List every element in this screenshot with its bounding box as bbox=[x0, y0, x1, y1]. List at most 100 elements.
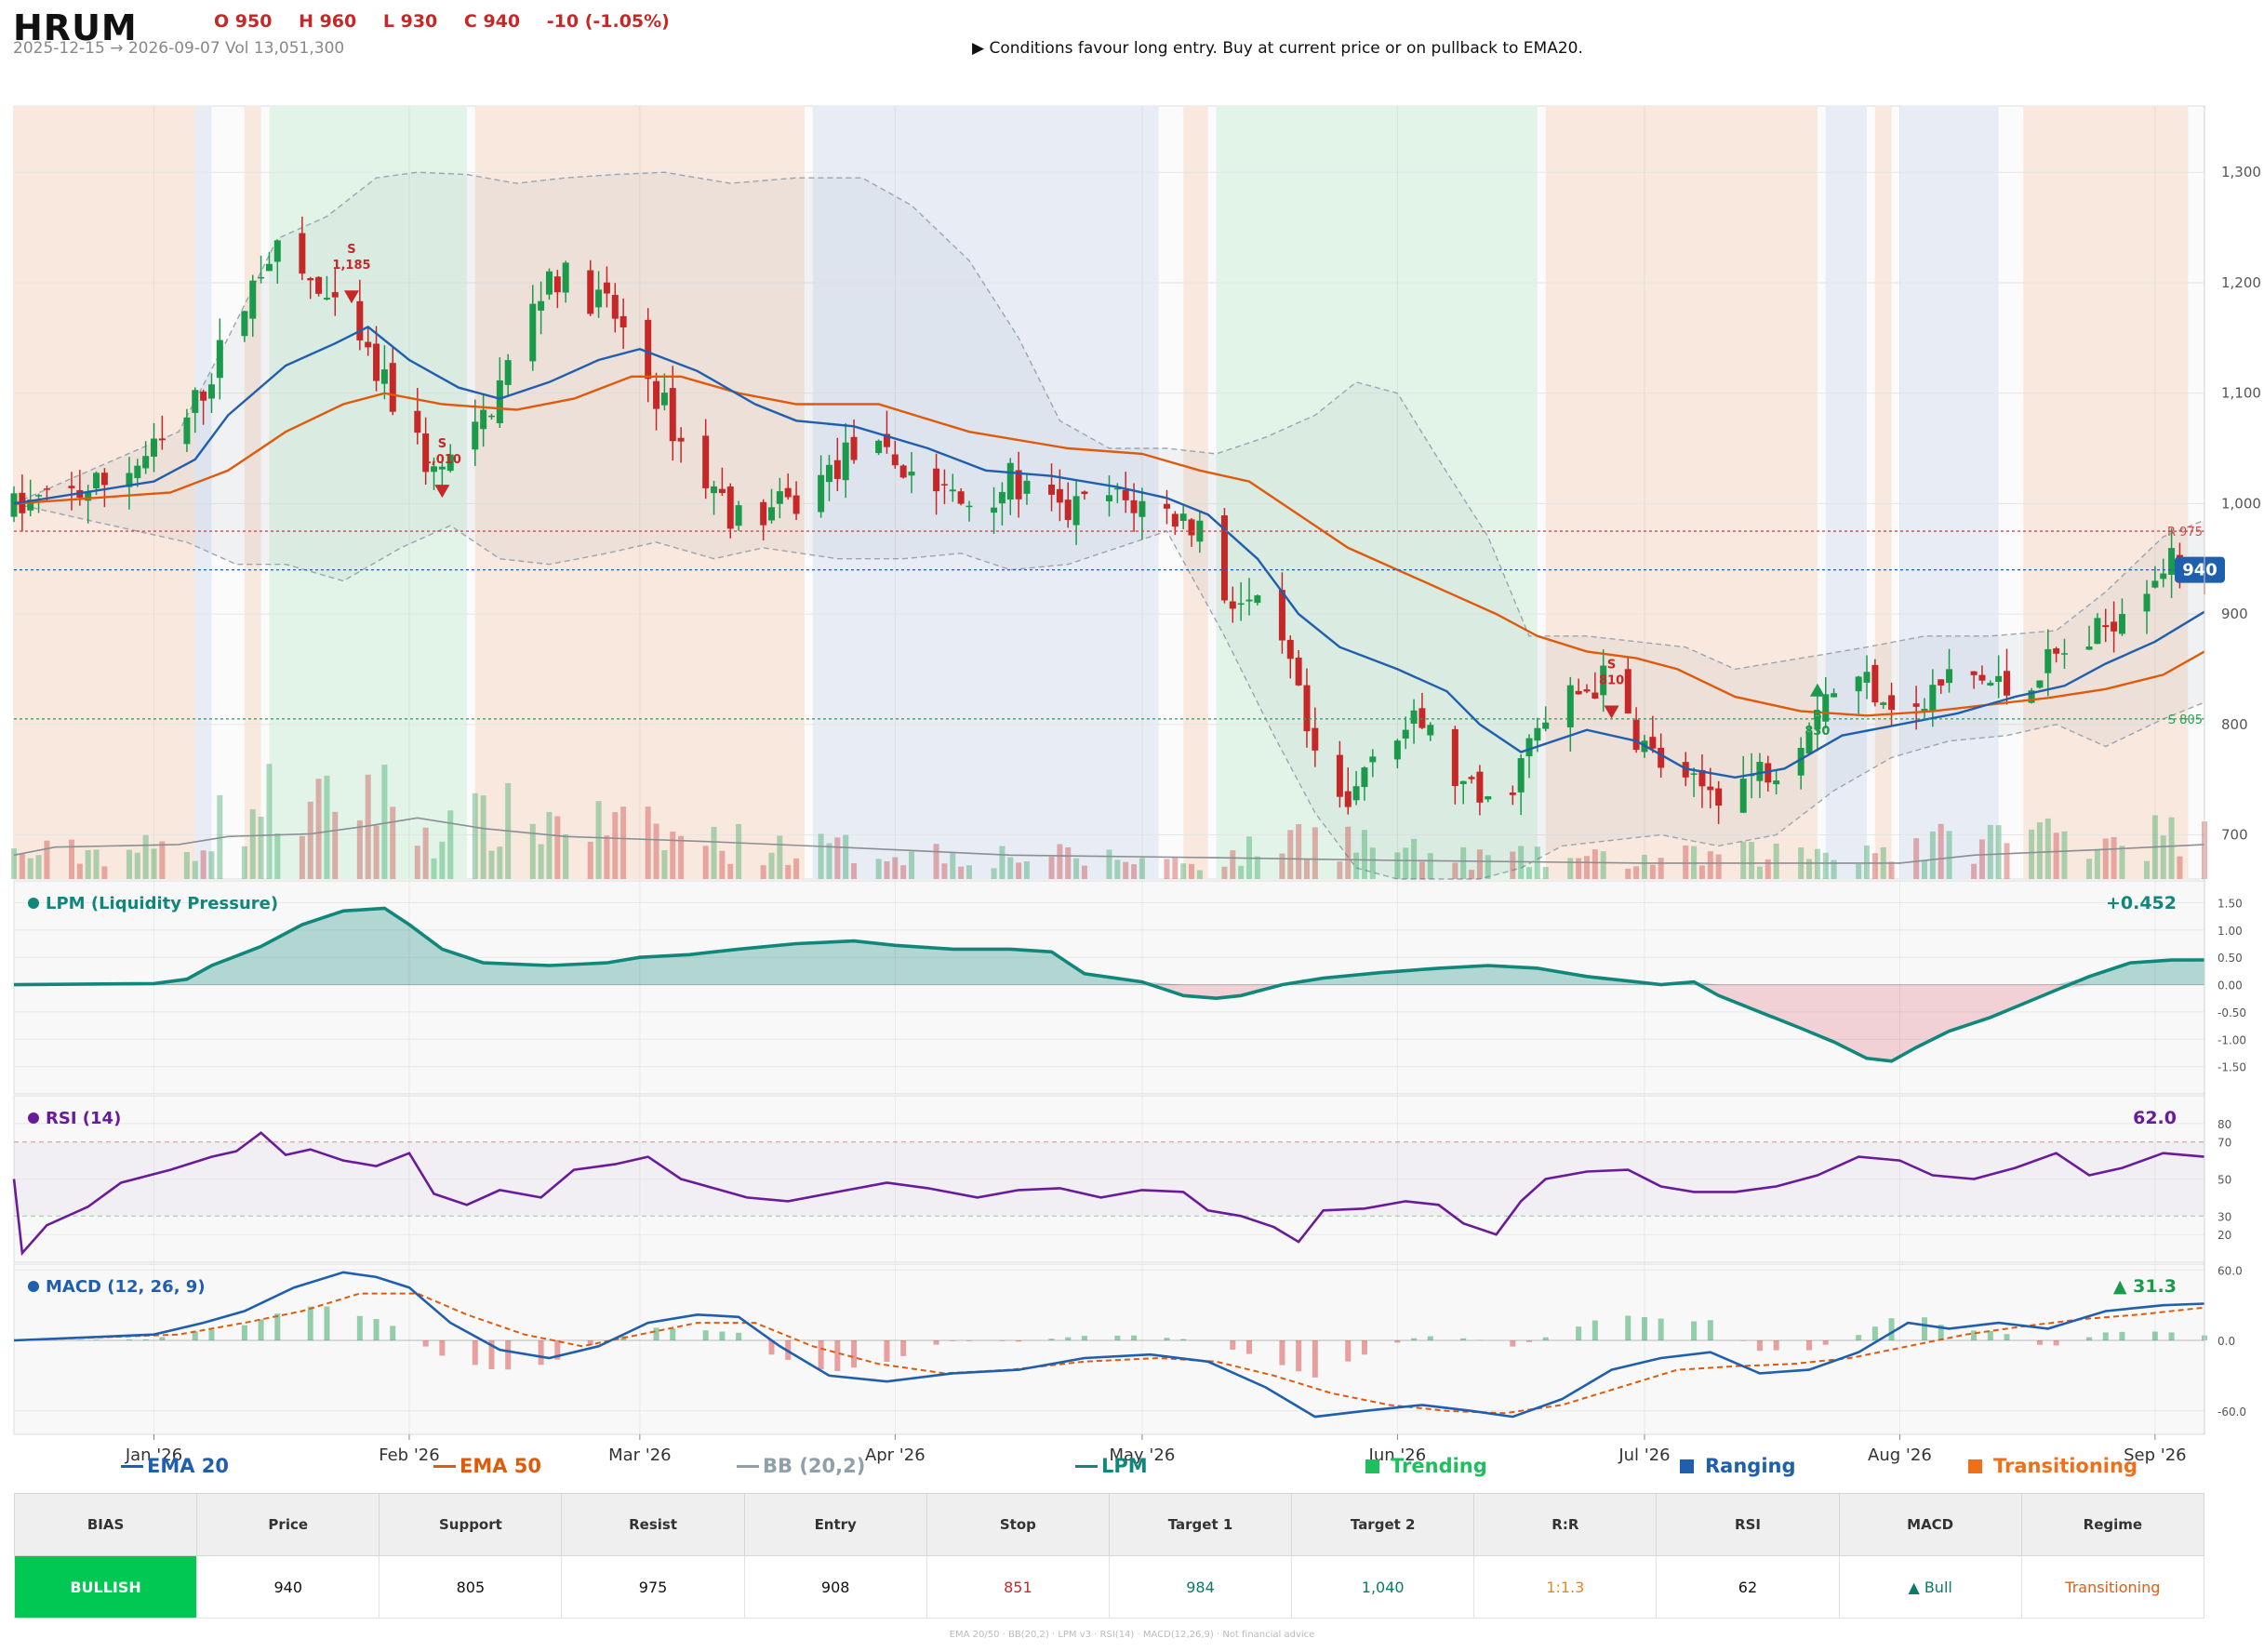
volume-bar bbox=[2053, 833, 2059, 879]
volume-bar bbox=[208, 851, 215, 879]
macd-histogram-bar bbox=[142, 1339, 149, 1341]
volume-bar bbox=[365, 774, 371, 879]
volume-bar bbox=[1583, 856, 1590, 879]
volume-bar bbox=[768, 852, 775, 879]
lpm-dot bbox=[28, 898, 39, 909]
volume-bar bbox=[884, 860, 890, 879]
lpm-panel-bg bbox=[13, 880, 2205, 1095]
volume-bar bbox=[1971, 863, 1978, 879]
date-range-volume: 2025-12-15 → 2026-09-07 Vol 13,051,300 bbox=[13, 39, 345, 58]
x-tick-label: Feb '26 bbox=[379, 1446, 439, 1465]
candle-body bbox=[908, 472, 915, 476]
volume-bar bbox=[1106, 849, 1112, 879]
candle-body bbox=[1106, 495, 1112, 501]
macd-histogram-bar bbox=[818, 1340, 824, 1370]
volume-bar bbox=[1007, 857, 1014, 879]
candle-body bbox=[850, 436, 858, 460]
value-resist: 975 bbox=[561, 1555, 745, 1619]
candle-body bbox=[365, 341, 372, 348]
candle-body bbox=[1295, 657, 1302, 686]
header-support: Support bbox=[379, 1493, 563, 1556]
candle-body bbox=[100, 473, 108, 486]
volume-ma-line bbox=[13, 817, 2205, 864]
macd-histogram-bar bbox=[1871, 1326, 1878, 1341]
candle-body bbox=[241, 311, 248, 337]
volume-bar bbox=[2102, 838, 2109, 879]
header-macd: MACD bbox=[1838, 1493, 2022, 1556]
header-bias: BIAS bbox=[13, 1493, 198, 1556]
macd-histogram-bar bbox=[1756, 1340, 1763, 1352]
candle-body bbox=[323, 298, 330, 300]
candle-body bbox=[1995, 675, 2003, 683]
x-tick-label: Jun '26 bbox=[1368, 1446, 1427, 1465]
x-tick-label: Apr '26 bbox=[865, 1446, 926, 1465]
x-tick-label: Mar '26 bbox=[608, 1446, 672, 1465]
level-label: R 975 bbox=[2167, 526, 2203, 540]
legend-transitioning-label: Transitioning bbox=[1993, 1455, 2137, 1477]
ticker-symbol: HRUM bbox=[13, 7, 138, 48]
candle-body bbox=[1871, 664, 1879, 703]
volume-bar bbox=[653, 823, 659, 879]
volume-bar bbox=[2168, 817, 2175, 879]
candle-body bbox=[875, 440, 883, 454]
candle-body bbox=[883, 433, 890, 447]
candle-body bbox=[1064, 500, 1072, 520]
candle-body bbox=[1229, 601, 1236, 609]
lpm-tick-label: 0.50 bbox=[2217, 952, 2243, 965]
candle-body bbox=[1081, 491, 1088, 495]
volume-bar bbox=[142, 834, 149, 879]
volume-bar bbox=[373, 825, 380, 879]
lpm-swatch bbox=[1075, 1464, 1098, 1468]
buy-marker-label: B bbox=[1813, 709, 1822, 723]
volume-bar bbox=[563, 833, 569, 879]
volume-bar bbox=[2144, 860, 2151, 879]
lpm-tick-label: 1.00 bbox=[2217, 925, 2243, 938]
volume-bar bbox=[1831, 859, 1837, 879]
candle-body bbox=[1921, 709, 1928, 713]
volume-bar bbox=[324, 775, 330, 879]
candle-body bbox=[1072, 496, 1080, 526]
macd-histogram-bar bbox=[1576, 1326, 1582, 1341]
volume-bar bbox=[19, 853, 25, 879]
macd-histogram-bar bbox=[1065, 1337, 1072, 1341]
rsi-tick-label: 30 bbox=[2217, 1210, 2231, 1223]
regime-band-transitioning bbox=[474, 106, 805, 879]
lpm-tick-label: -1.50 bbox=[2217, 1061, 2246, 1074]
volume-bar bbox=[1938, 823, 1944, 879]
volume-bar bbox=[1822, 852, 1829, 879]
ema20-swatch bbox=[121, 1464, 143, 1468]
candle-body bbox=[1632, 719, 1640, 751]
candle-body bbox=[1542, 722, 1550, 729]
candle-body bbox=[653, 380, 660, 409]
volume-bar bbox=[1016, 862, 1022, 879]
volume-bar bbox=[1510, 851, 1516, 879]
volume-bar bbox=[1418, 861, 1425, 879]
macd-histogram-bar bbox=[670, 1328, 676, 1341]
candle-body bbox=[1517, 758, 1525, 793]
volume-bar bbox=[1749, 842, 1755, 879]
candle-body bbox=[1970, 671, 1978, 675]
volume-bar bbox=[1164, 859, 1170, 879]
candle-body bbox=[2102, 625, 2110, 628]
legend-trending: Trending bbox=[1365, 1455, 1487, 1477]
candle-body bbox=[1715, 788, 1723, 806]
volume-bar bbox=[1081, 865, 1087, 879]
volume-bar bbox=[1394, 852, 1401, 879]
macd-histogram-bar bbox=[1394, 1340, 1401, 1343]
volume-bar bbox=[785, 864, 792, 879]
candle-body bbox=[207, 384, 215, 399]
macd-tick-label: 0.0 bbox=[2217, 1335, 2235, 1348]
volume-bar bbox=[1978, 839, 1985, 879]
candle-body bbox=[1566, 685, 1574, 727]
macd-histogram-bar bbox=[241, 1325, 247, 1341]
ohlc-high: H 960 bbox=[299, 11, 357, 32]
candle-body bbox=[1987, 683, 1994, 686]
volume-bar bbox=[818, 833, 824, 879]
candle-body bbox=[10, 493, 18, 517]
candle-body bbox=[776, 491, 783, 504]
macd-histogram-bar bbox=[258, 1319, 264, 1341]
volume-bar bbox=[1180, 863, 1187, 879]
macd-histogram-bar bbox=[702, 1330, 709, 1341]
candle-body bbox=[1278, 590, 1285, 641]
volume-bar bbox=[2094, 848, 2100, 879]
